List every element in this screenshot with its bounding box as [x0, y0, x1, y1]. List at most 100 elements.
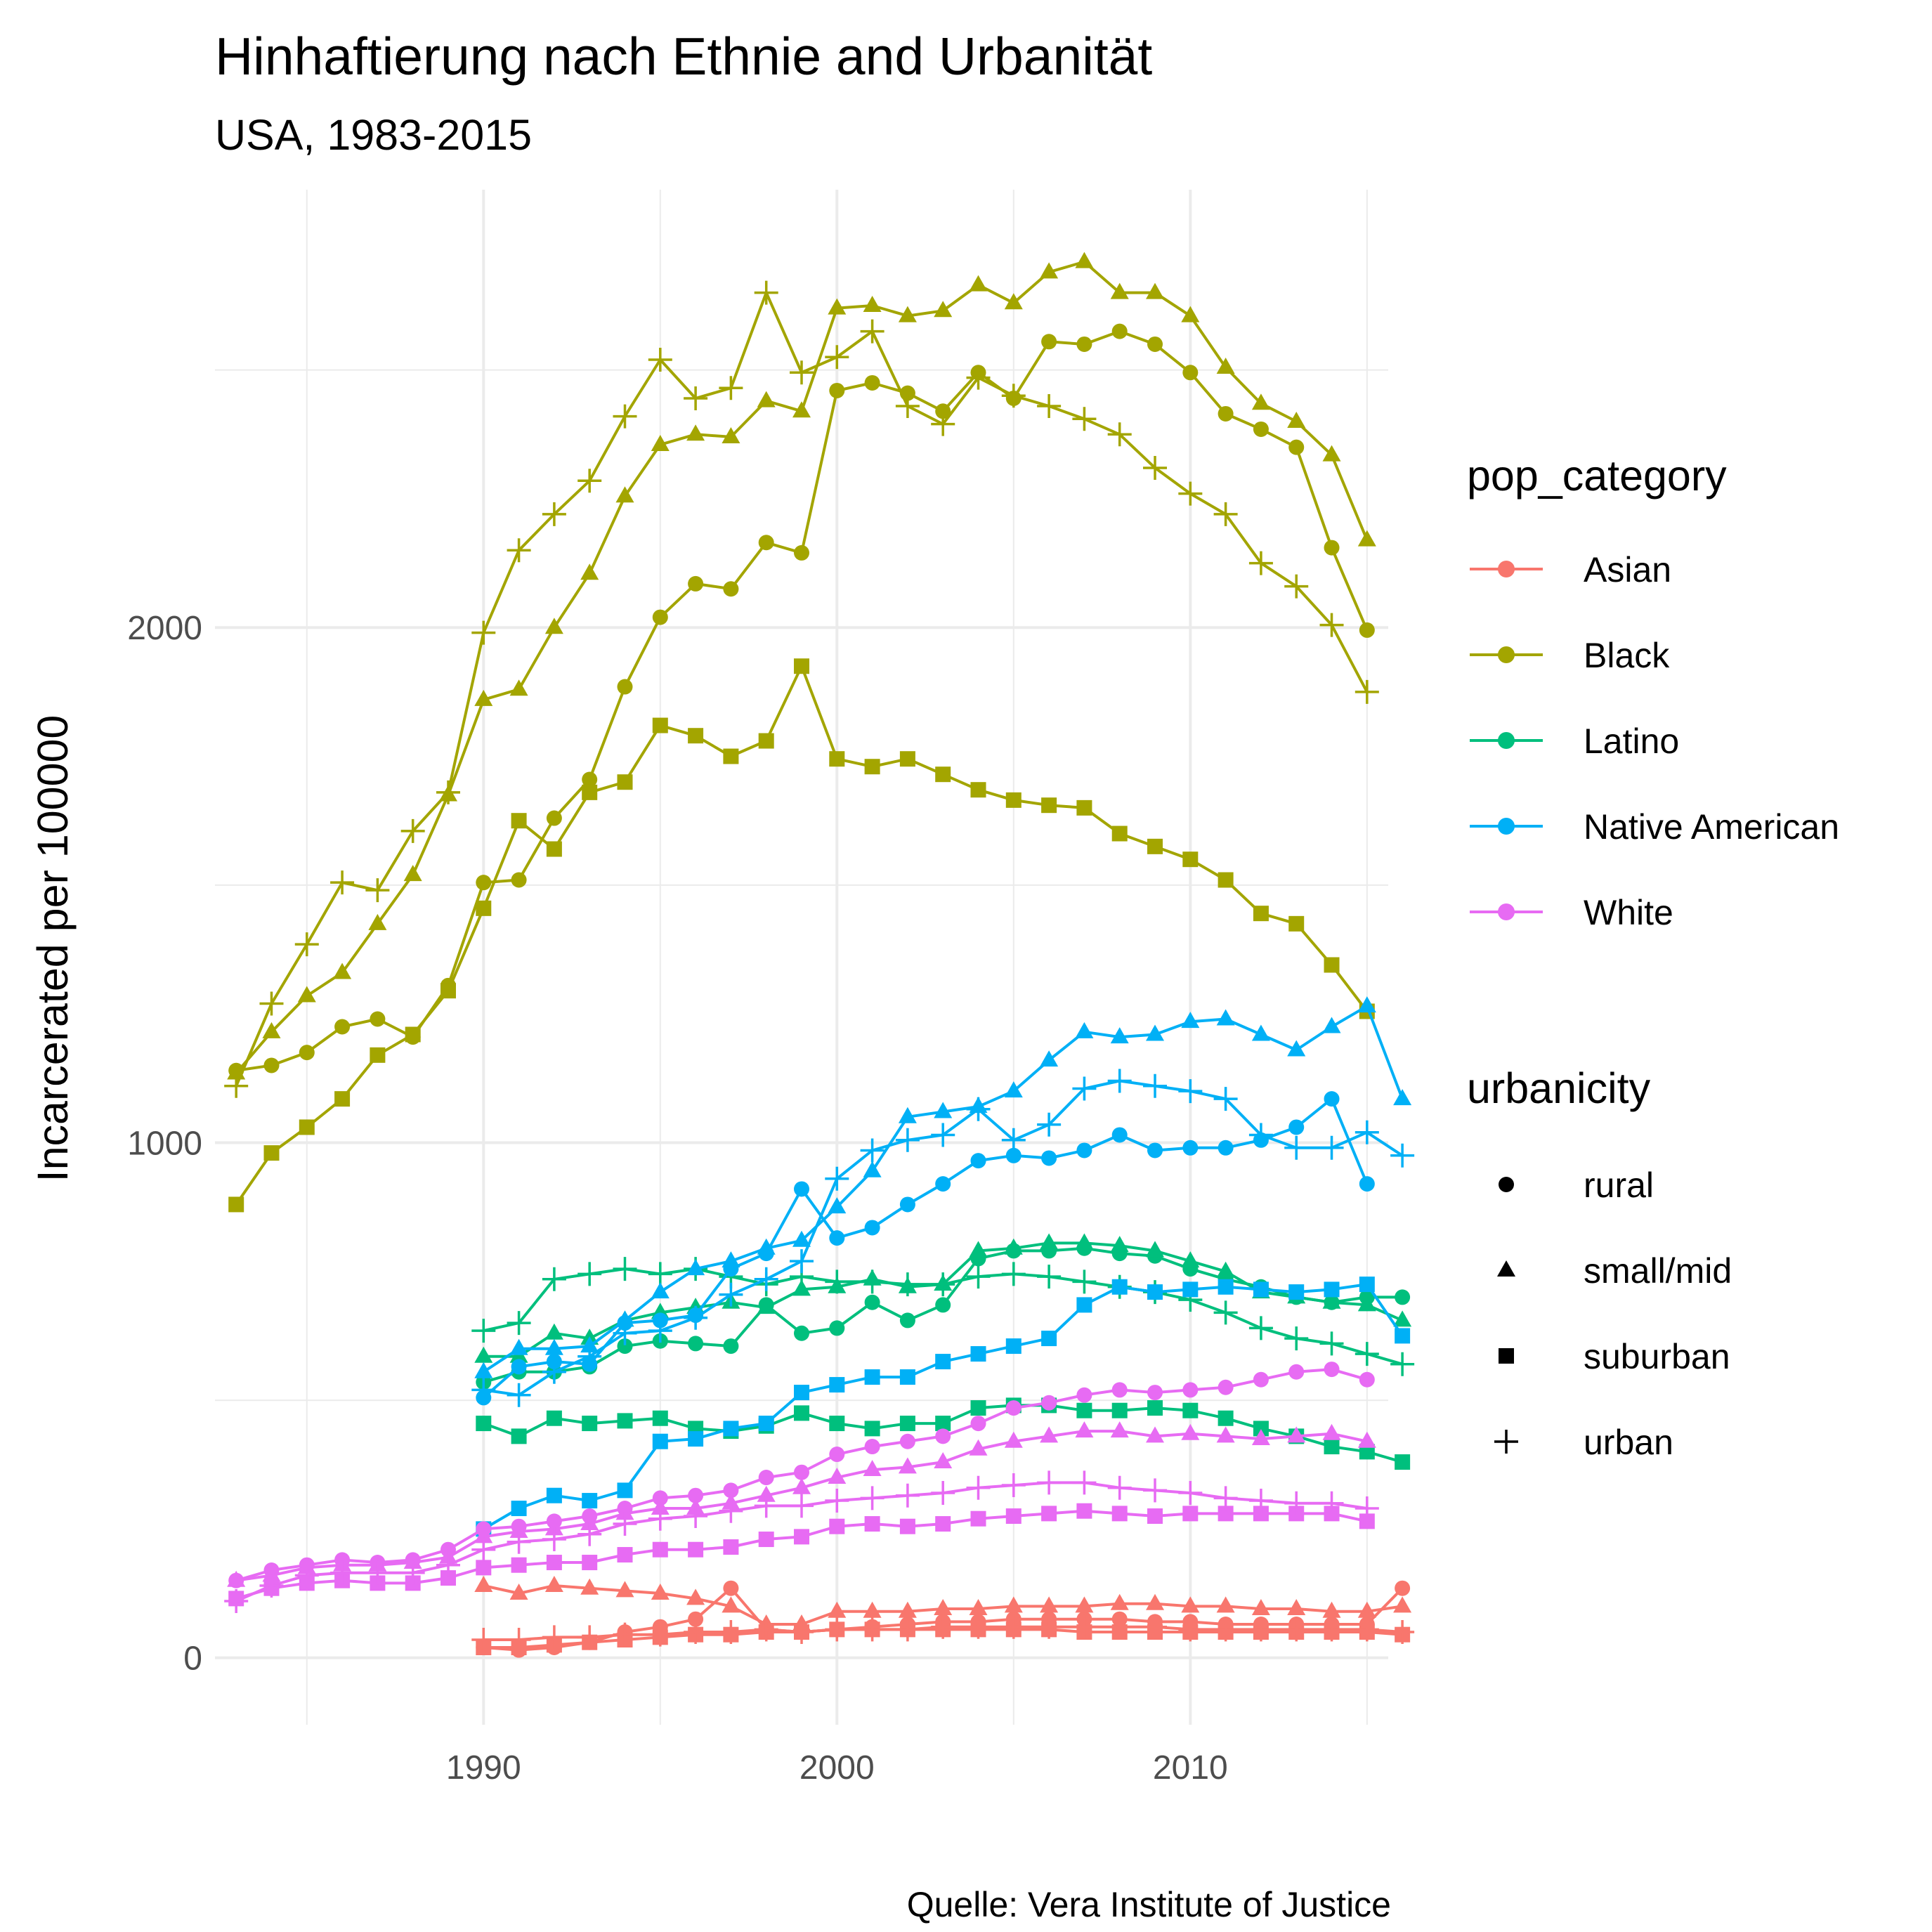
- data-point: [1216, 1009, 1235, 1026]
- data-point: [970, 1510, 986, 1527]
- data-point: [615, 486, 634, 503]
- data-point: [436, 780, 460, 804]
- data-point: [1324, 1362, 1340, 1378]
- data-point: [935, 403, 951, 419]
- data-point: [757, 391, 776, 407]
- data-point: [1322, 1017, 1341, 1033]
- data-point: [1072, 1470, 1097, 1495]
- data-point: [864, 1220, 880, 1236]
- data-point: [1143, 1478, 1168, 1503]
- data-point: [757, 1298, 776, 1314]
- data-point: [935, 1297, 951, 1313]
- data-point: [898, 1457, 917, 1474]
- data-point: [542, 1267, 566, 1291]
- data-point: [863, 1161, 882, 1177]
- data-point: [966, 1475, 991, 1500]
- data-point: [828, 1601, 847, 1618]
- data-point: [262, 1022, 281, 1038]
- legend-label: rural: [1584, 1166, 1654, 1205]
- data-point: [582, 1555, 598, 1571]
- data-point: [790, 1249, 814, 1274]
- data-point: [1218, 1379, 1234, 1395]
- data-point: [1324, 540, 1340, 556]
- data-point: [294, 932, 319, 957]
- data-point: [792, 1477, 811, 1494]
- data-point: [1182, 365, 1199, 381]
- data-point: [1253, 1506, 1269, 1522]
- legend-key-latino: [1470, 732, 1543, 749]
- data-point: [1181, 1251, 1200, 1268]
- data-point: [365, 878, 390, 903]
- data-point: [1076, 1402, 1092, 1418]
- data-point: [828, 298, 847, 315]
- data-point: [1005, 1400, 1022, 1416]
- data-point: [330, 1560, 355, 1585]
- data-point: [1110, 1027, 1129, 1044]
- data-point: [1213, 1300, 1238, 1325]
- data-point: [1218, 1410, 1234, 1426]
- data-point: [652, 1541, 668, 1558]
- series-asian-small-mid: [474, 1576, 1412, 1631]
- data-point: [436, 1553, 460, 1577]
- data-point: [1107, 1069, 1132, 1093]
- legend-label: Black: [1584, 636, 1670, 675]
- x-tick-label: 2000: [799, 1749, 875, 1787]
- data-point: [860, 1269, 885, 1294]
- data-point: [259, 1574, 284, 1598]
- data-point: [263, 1145, 280, 1161]
- legend-key-asian: [1470, 561, 1543, 577]
- data-point: [471, 1319, 496, 1343]
- data-point: [1037, 1614, 1062, 1639]
- legend-key-native-american: [1470, 818, 1543, 835]
- chart-caption: Quelle: Vera Institute of Justice: [907, 1885, 1391, 1924]
- data-point: [577, 1344, 602, 1369]
- data-point: [931, 1614, 955, 1639]
- data-point: [1076, 799, 1092, 816]
- data-point: [1357, 1601, 1376, 1618]
- data-point: [1072, 1614, 1097, 1639]
- data-point: [542, 1527, 566, 1552]
- data-point: [966, 1265, 991, 1289]
- data-point: [757, 1238, 776, 1255]
- data-point: [617, 1547, 633, 1563]
- data-point: [511, 813, 527, 829]
- series-layer: [224, 252, 1415, 1658]
- data-point: [613, 1257, 637, 1281]
- chart-subtitle: USA, 1983-2015: [215, 111, 532, 159]
- data-point: [544, 1338, 563, 1355]
- data-point: [652, 1490, 668, 1506]
- data-point: [1355, 1342, 1379, 1366]
- data-point: [1040, 1050, 1059, 1067]
- data-point: [792, 1230, 811, 1247]
- data-point: [1288, 439, 1305, 455]
- data-point: [1075, 1596, 1094, 1613]
- series-black-suburban: [228, 658, 1375, 1213]
- data-point: [1146, 282, 1165, 299]
- data-point: [828, 1468, 847, 1484]
- data-point: [1182, 851, 1199, 868]
- data-point: [935, 1176, 951, 1192]
- data-point: [1284, 1326, 1309, 1351]
- data-point: [1248, 1617, 1273, 1642]
- data-point: [758, 1532, 774, 1548]
- data-point: [1359, 1277, 1375, 1293]
- data-point: [723, 1580, 739, 1596]
- data-point: [1107, 422, 1132, 447]
- data-point: [299, 1045, 315, 1061]
- data-point: [1004, 1238, 1023, 1255]
- data-point: [794, 1325, 809, 1341]
- data-point: [615, 1310, 634, 1327]
- series-native-american-suburban: [476, 1277, 1411, 1537]
- data-point: [934, 1599, 953, 1616]
- data-point: [970, 782, 986, 798]
- x-tick-label: 1990: [446, 1749, 521, 1787]
- data-point: [863, 1460, 882, 1477]
- data-point: [1288, 915, 1305, 932]
- data-point: [471, 1537, 496, 1562]
- data-point: [471, 1378, 496, 1402]
- data-point: [754, 1267, 778, 1291]
- data-point: [400, 818, 425, 843]
- data-point: [1218, 405, 1234, 422]
- data-point: [970, 1416, 986, 1432]
- legend-key-rural: [1499, 1177, 1514, 1192]
